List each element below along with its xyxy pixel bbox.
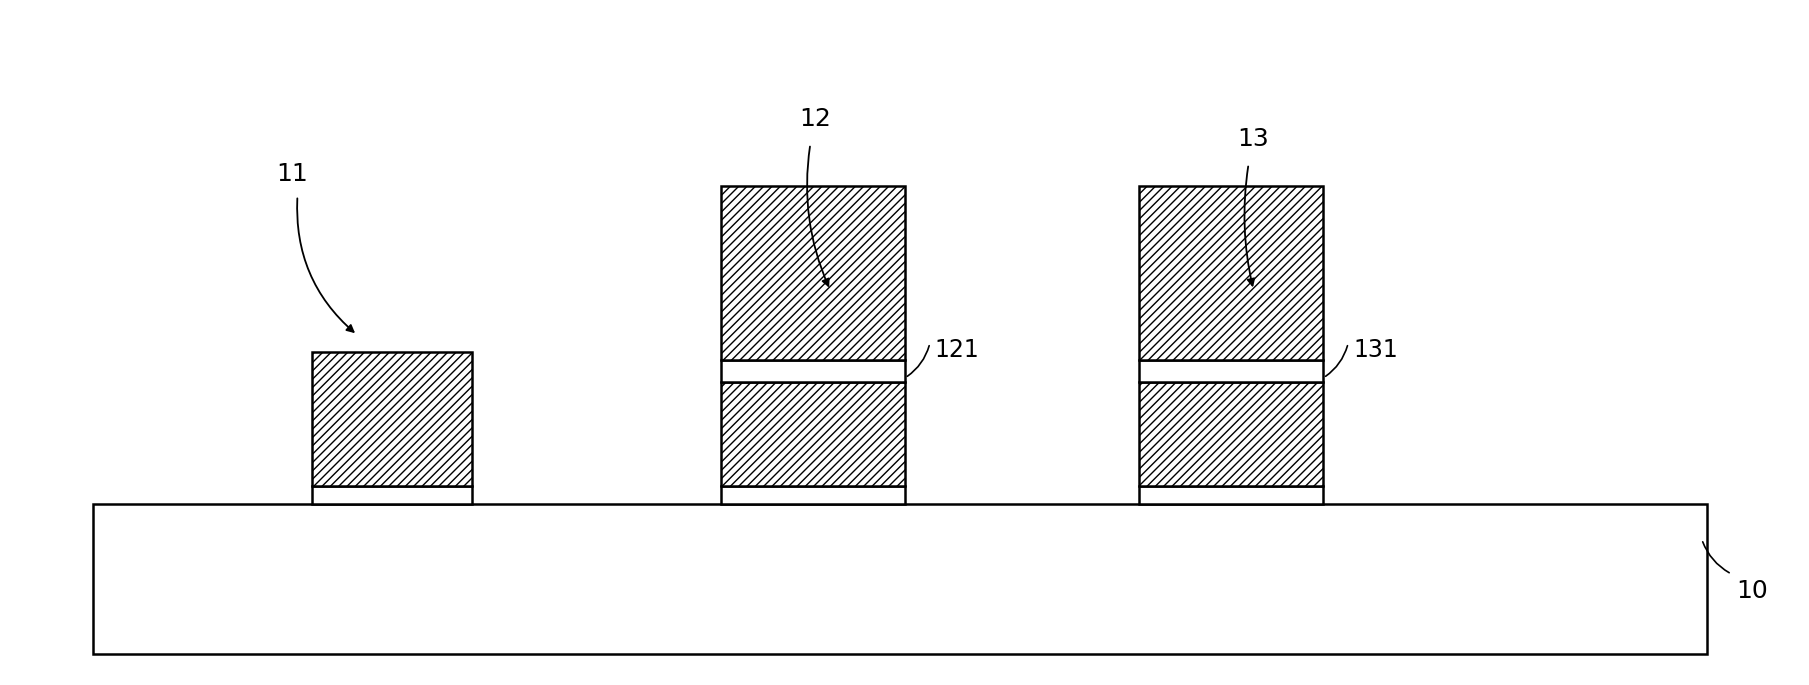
Bar [1140, 360, 1324, 382]
Bar [720, 486, 904, 504]
Bar [720, 382, 904, 486]
Bar [94, 504, 1706, 653]
Text: 10: 10 [1737, 579, 1769, 603]
Text: 11: 11 [277, 162, 308, 186]
Text: 131: 131 [1353, 338, 1398, 362]
Text: 12: 12 [800, 107, 832, 131]
Text: 121: 121 [935, 338, 980, 362]
Bar [1140, 186, 1324, 360]
Bar [1140, 382, 1324, 486]
Bar [720, 186, 904, 360]
Bar [720, 360, 904, 382]
Bar [313, 486, 472, 504]
Bar [1140, 486, 1324, 504]
Text: 13: 13 [1237, 127, 1270, 151]
Bar [313, 352, 472, 486]
